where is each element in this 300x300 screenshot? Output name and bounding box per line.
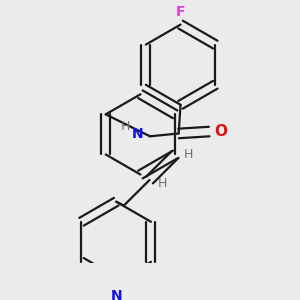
Text: N: N bbox=[110, 289, 122, 300]
Text: F: F bbox=[176, 5, 185, 19]
Text: H: H bbox=[121, 120, 130, 133]
Text: O: O bbox=[214, 124, 227, 139]
Text: H: H bbox=[184, 148, 193, 161]
Text: H: H bbox=[158, 177, 168, 190]
Text: N: N bbox=[132, 128, 143, 141]
